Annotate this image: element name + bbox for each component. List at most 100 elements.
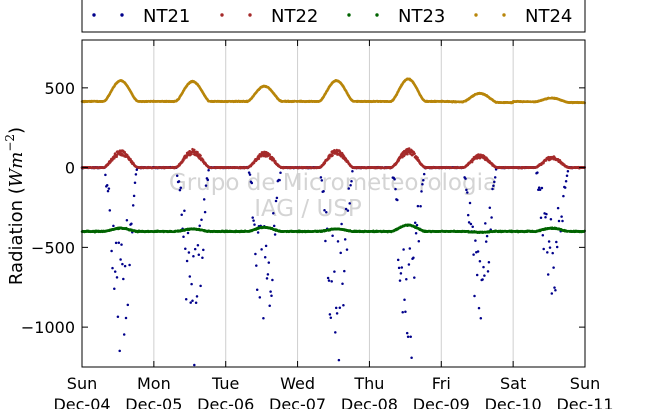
- data-point: [561, 219, 564, 223]
- data-point: [272, 212, 275, 215]
- data-point: [188, 275, 192, 278]
- data-point: [542, 247, 545, 251]
- data-point: [546, 251, 549, 254]
- data-point: [268, 304, 271, 308]
- data-point: [185, 155, 189, 158]
- data-point: [335, 312, 339, 315]
- data-point: [323, 208, 326, 212]
- data-point: [493, 176, 497, 179]
- data-point: [257, 157, 261, 160]
- data-point: [128, 263, 131, 267]
- data-point: [549, 218, 553, 221]
- data-point: [401, 311, 404, 314]
- data-point: [113, 270, 117, 273]
- data-point: [184, 298, 188, 301]
- data-point: [565, 174, 569, 177]
- data-point: [193, 247, 197, 251]
- data-point: [190, 152, 193, 156]
- data-point: [464, 177, 467, 180]
- data-point: [203, 210, 207, 214]
- data-point: [342, 303, 345, 307]
- data-point: [466, 191, 469, 194]
- data-point: [548, 246, 552, 249]
- data-point: [125, 219, 129, 222]
- data-point: [485, 234, 489, 238]
- data-point: [198, 224, 201, 228]
- data-point: [199, 154, 202, 157]
- data-point: [399, 272, 403, 275]
- data-point: [341, 282, 344, 286]
- data-point: [541, 233, 545, 237]
- data-point: [540, 186, 544, 190]
- data-point: [204, 184, 208, 187]
- data-point: [553, 286, 556, 289]
- data-point: [493, 180, 496, 184]
- data-point: [347, 187, 351, 190]
- data-point: [180, 213, 183, 217]
- data-point: [271, 278, 274, 282]
- data-point: [398, 279, 402, 282]
- data-point: [413, 276, 416, 279]
- data-point: [550, 292, 554, 295]
- data-point: [177, 180, 181, 183]
- data-point: [417, 239, 421, 243]
- data-point: [476, 250, 480, 253]
- data-point: [416, 156, 419, 160]
- data-point: [104, 173, 107, 177]
- data-point: [339, 251, 342, 255]
- data-point: [111, 266, 114, 270]
- data-point: [260, 248, 263, 251]
- data-point: [119, 258, 122, 261]
- data-point: [325, 210, 328, 214]
- data-point: [121, 262, 124, 266]
- data-point: [393, 178, 396, 181]
- data-point: [248, 173, 252, 176]
- data-point: [394, 187, 397, 191]
- data-point: [404, 310, 407, 314]
- data-point: [563, 186, 567, 189]
- data-point: [406, 335, 410, 339]
- data-point: [409, 335, 412, 338]
- data-point: [254, 252, 257, 256]
- data-point: [405, 331, 409, 335]
- data-point: [336, 240, 340, 243]
- data-point: [131, 204, 135, 207]
- data-point: [564, 180, 568, 183]
- data-point: [126, 303, 130, 307]
- data-point: [490, 216, 493, 219]
- data-point: [484, 240, 488, 243]
- data-point: [468, 201, 472, 205]
- data-point: [196, 243, 200, 247]
- data-point: [397, 159, 401, 162]
- data-point: [482, 265, 485, 269]
- series-nt22: [80, 147, 586, 170]
- data-point: [130, 222, 133, 225]
- data-point: [133, 181, 137, 184]
- data-point: [263, 255, 267, 259]
- data-point: [544, 216, 547, 219]
- data-point: [199, 284, 202, 288]
- data-point: [421, 182, 424, 186]
- data-point: [117, 241, 121, 244]
- data-point: [122, 277, 125, 281]
- data-point: [402, 248, 405, 251]
- data-point: [343, 238, 347, 241]
- data-point: [351, 169, 354, 173]
- data-point: [278, 178, 281, 182]
- data-point: [340, 222, 343, 226]
- data-point: [319, 176, 323, 179]
- data-point: [187, 251, 191, 254]
- data-point: [488, 206, 492, 210]
- data-point: [472, 253, 475, 256]
- data-point: [466, 213, 470, 217]
- data-point: [110, 249, 113, 253]
- data-point: [556, 206, 560, 210]
- data-point: [560, 215, 563, 218]
- data-point: [420, 190, 423, 193]
- data-point: [492, 184, 495, 188]
- data-point: [106, 189, 110, 193]
- data-point: [334, 331, 337, 334]
- data-point: [539, 216, 543, 219]
- data-point: [410, 356, 413, 359]
- data-point: [331, 234, 334, 238]
